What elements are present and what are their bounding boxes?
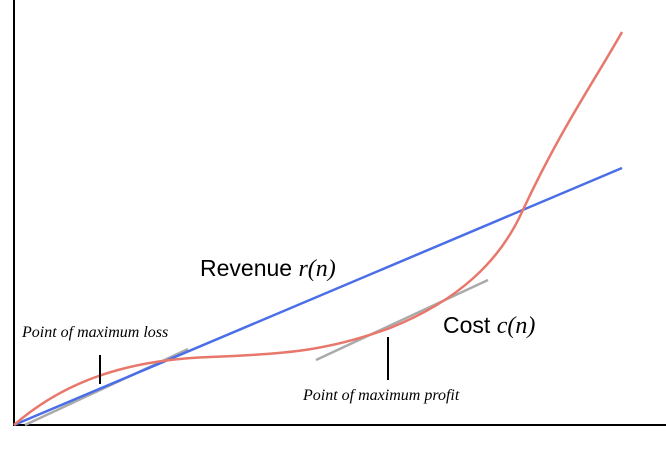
revenue-symbol: r(n) [298, 256, 335, 282]
cost-label: Cost c(n) [443, 312, 535, 339]
cost-curve [13, 31, 624, 426]
revenue-label: Revenue r(n) [200, 255, 336, 282]
tangent-profit [315, 278, 489, 362]
revenue-line [13, 166, 623, 427]
cost-symbol: c(n) [497, 313, 536, 339]
max-loss-label: Point of maximum loss [21, 324, 168, 341]
revenue-name: Revenue [200, 255, 292, 281]
max-profit-label: Point of maximum profit [302, 387, 460, 404]
cost-name: Cost [443, 312, 491, 338]
